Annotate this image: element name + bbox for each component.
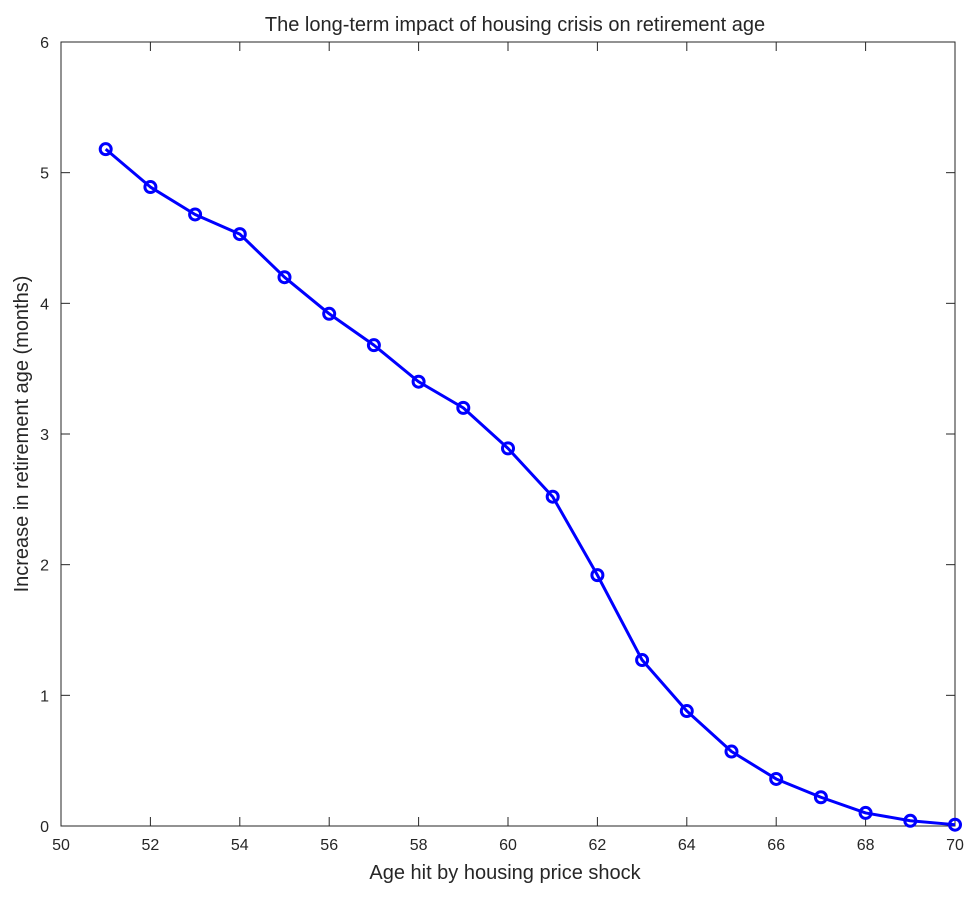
data-point: [501, 441, 515, 456]
data-point: [545, 489, 560, 504]
x-tick-label: 64: [678, 837, 696, 854]
data-point: [411, 374, 426, 389]
data-point: [188, 207, 203, 222]
x-tick-label: 62: [589, 837, 607, 854]
x-tick-label: 70: [946, 837, 964, 854]
data-point: [679, 704, 694, 719]
data-point: [858, 805, 873, 820]
x-tick-label: 60: [499, 837, 517, 854]
x-tick-label: 54: [231, 837, 249, 854]
y-tick-label: 2: [40, 558, 49, 575]
y-axis-label: Increase in retirement age (months): [11, 276, 33, 593]
data-point: [143, 180, 158, 195]
data-point: [903, 813, 918, 828]
x-tick-label: 56: [320, 837, 338, 854]
x-tick-label: 68: [857, 837, 875, 854]
data-point: [635, 653, 650, 668]
y-tick-label: 3: [40, 427, 49, 444]
data-point: [948, 817, 962, 832]
y-tick-label: 1: [40, 688, 49, 705]
x-axis-label: Age hit by housing price shock: [369, 862, 641, 884]
data-point: [769, 771, 784, 786]
x-tick-label: 66: [767, 837, 785, 854]
data-point: [813, 790, 828, 805]
data-point: [277, 270, 292, 285]
x-tick-label: 52: [142, 837, 160, 854]
plot-frame: [60, 41, 956, 827]
data-point: [322, 306, 337, 321]
data-point: [590, 568, 605, 583]
data-point: [724, 744, 739, 759]
data-point: [98, 142, 113, 157]
y-tick-label: 0: [40, 819, 49, 836]
data-point: [456, 400, 471, 415]
series-line: [104, 148, 956, 827]
chart-title: The long-term impact of housing crisis o…: [265, 14, 765, 36]
y-tick-label: 4: [40, 296, 49, 313]
data-point: [366, 338, 381, 353]
data-point: [232, 227, 247, 242]
y-tick-label: 5: [40, 166, 49, 183]
x-tick-label: 58: [410, 837, 428, 854]
x-tick-label: 50: [52, 837, 70, 854]
y-tick-label: 6: [40, 35, 49, 52]
